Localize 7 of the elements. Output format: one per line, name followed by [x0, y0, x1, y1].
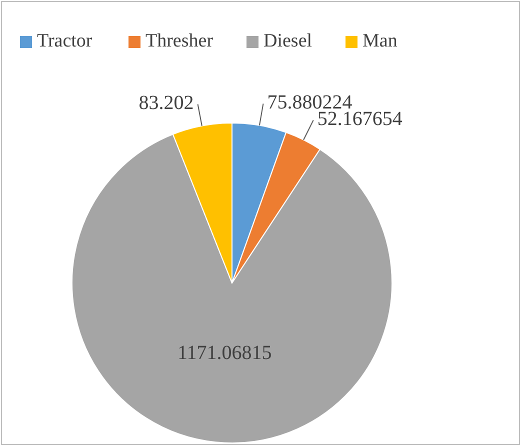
legend-label: Diesel [264, 30, 312, 52]
data-label: 52.167654 [317, 108, 402, 130]
legend-label: Man [362, 30, 398, 52]
data-label: 1171.06815 [178, 342, 272, 364]
data-label: 83.202 [138, 92, 194, 114]
legend-label: Tractor [37, 30, 93, 52]
legend-label: Thresher [146, 30, 214, 52]
